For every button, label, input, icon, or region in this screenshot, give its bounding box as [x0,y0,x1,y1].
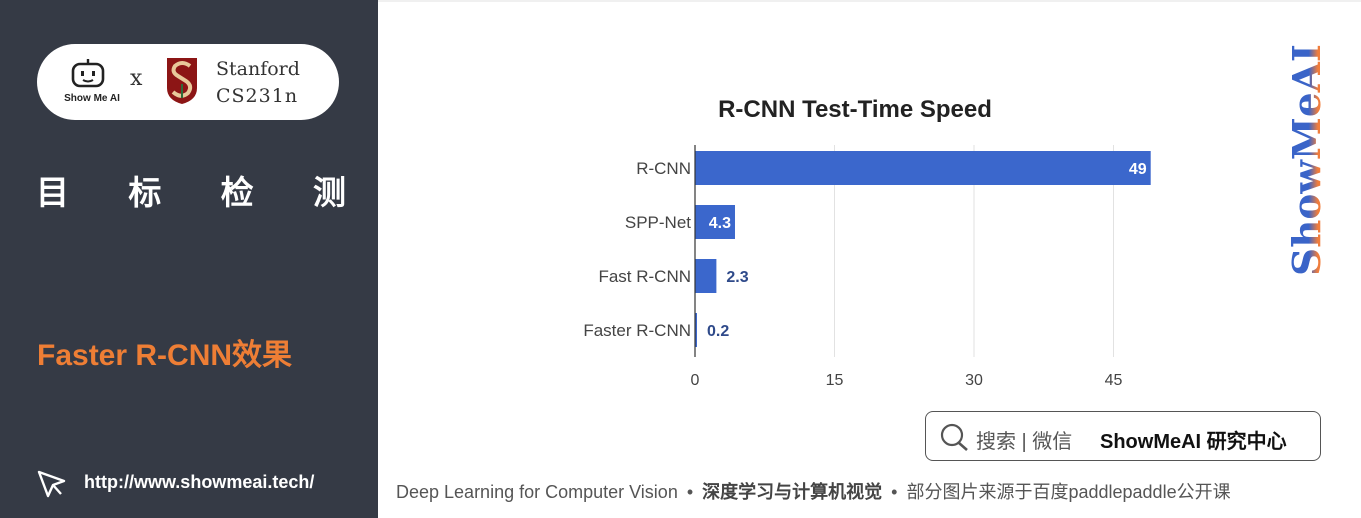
footer-course-zh: 深度学习与计算机视觉 [702,482,883,502]
x-tick-label: 15 [826,372,844,389]
section-title-char: 目 [36,174,69,211]
partner-name: Stanford [216,58,300,80]
collab-x-mark: x [130,66,143,91]
search-icon [940,423,968,451]
bar-value-label: 0.2 [707,323,729,340]
robot-logo-icon [71,59,105,88]
search-brand: ShowMeAI 研究中心 [1100,431,1287,453]
site-url-link[interactable]: http://www.showmeai.tech/ [84,472,315,492]
footer-separator: • [686,482,694,502]
footer-separator: • [891,482,898,502]
bar [695,313,697,347]
category-label: R-CNN [636,159,691,178]
slide-subtitle: Faster R-CNN效果 [37,339,293,372]
x-tick-label: 30 [965,372,983,389]
sidebar: Show Me AI x Stanford CS231n 目 标 检 测 Fas… [0,0,378,518]
category-label: SPP-Net [625,213,691,232]
footer-source-note: 部分图片来源于百度paddlepaddle公开课 [906,482,1231,502]
x-tick-label: 45 [1105,372,1123,389]
cursor-pointer-icon [37,470,66,498]
bar [695,151,1151,185]
bar-chart: 0 15 30 45 R-CNN Test-Time Speed R-CNN 49 SPP-N… [583,96,1151,389]
category-label: Fast R-CNN [598,267,691,286]
wechat-search-box[interactable]: 搜索 | 微信 ShowMeAI 研究中心 [925,411,1321,461]
section-title: 目 标 检 测 [36,166,346,214]
watermark-text: ShowMeAI [1284,44,1329,276]
search-hint: 搜索 | 微信 [976,431,1073,453]
frame-top-line [378,0,1361,2]
stanford-logo-icon [167,58,197,104]
showmeai-watermark: ShowMeAI [1284,44,1329,276]
bar-value-label: 2.3 [726,269,748,286]
brand-logo-label: Show Me AI [64,93,120,104]
bar [695,259,717,293]
bar [695,205,735,239]
section-title-char: 标 [128,174,162,211]
x-tick-label: 0 [691,372,700,389]
footer-caption: Deep Learning for Computer Vision • 深度学习与计… [396,478,1231,504]
bar-value-label: 49 [1129,161,1147,178]
footer-course-en: Deep Learning for Computer Vision [396,482,678,502]
category-label: Faster R-CNN [583,321,691,340]
bar-value-label: 4.3 [709,215,731,232]
chart-title: R-CNN Test-Time Speed [718,96,992,123]
section-title-char: 检 [220,174,254,211]
section-title-char: 测 [312,174,346,211]
partner-course: CS231n [216,85,299,107]
